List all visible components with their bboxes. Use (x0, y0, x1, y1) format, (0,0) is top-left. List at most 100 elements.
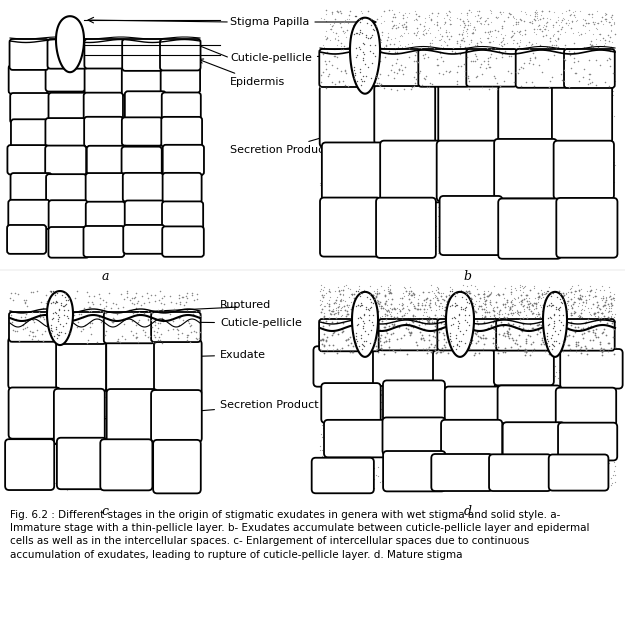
Point (381, 424, 391, 435)
Point (371, 335, 381, 345)
Point (409, 317, 419, 327)
Point (324, 472, 334, 482)
Point (533, 297, 543, 307)
Point (359, 363, 369, 373)
Point (552, 181, 562, 191)
Point (387, 319, 397, 329)
Point (529, 97, 539, 107)
Point (72, 398, 82, 408)
Point (504, 146, 514, 156)
Point (339, 372, 349, 382)
Point (584, 96, 594, 106)
Point (554, 291, 564, 301)
Point (574, 443, 584, 453)
Point (591, 23, 601, 33)
Point (589, 338, 599, 348)
Point (353, 225, 363, 235)
Point (526, 18, 536, 28)
Point (12, 483, 22, 493)
Point (132, 382, 142, 393)
Point (554, 95, 564, 105)
Point (488, 317, 498, 327)
Point (387, 303, 397, 314)
Point (384, 387, 394, 398)
Point (452, 349, 462, 359)
Point (400, 224, 410, 234)
Point (409, 199, 419, 209)
Point (366, 72, 376, 82)
Point (362, 68, 372, 78)
Point (498, 482, 508, 492)
Point (372, 295, 382, 305)
Point (521, 40, 531, 50)
Point (408, 323, 418, 333)
Point (348, 479, 358, 489)
Point (449, 223, 459, 233)
Point (596, 313, 606, 323)
Point (606, 314, 616, 324)
Point (382, 328, 392, 338)
Point (553, 292, 563, 302)
Point (609, 293, 619, 303)
Point (444, 302, 454, 312)
Point (488, 36, 498, 46)
Point (339, 58, 349, 68)
Point (451, 411, 461, 421)
Point (508, 392, 518, 402)
Point (546, 84, 556, 94)
Text: Epidermis: Epidermis (199, 59, 285, 87)
Point (346, 422, 356, 432)
Point (583, 123, 593, 133)
Point (444, 164, 454, 174)
Point (531, 62, 541, 72)
Point (451, 48, 461, 58)
Point (449, 435, 459, 445)
Point (6, 367, 16, 377)
Point (459, 171, 469, 181)
Point (351, 31, 361, 41)
Point (378, 155, 388, 166)
Point (341, 130, 351, 140)
Point (47, 344, 57, 354)
Point (571, 436, 581, 446)
Point (508, 130, 518, 140)
Point (336, 234, 346, 244)
Point (385, 47, 395, 57)
Point (518, 297, 528, 307)
Point (499, 76, 509, 87)
Point (410, 310, 420, 320)
Point (392, 424, 402, 434)
Point (405, 330, 415, 340)
Point (536, 293, 546, 303)
Point (432, 60, 442, 70)
Point (436, 238, 446, 248)
Point (540, 438, 550, 448)
Point (321, 26, 331, 36)
Point (398, 135, 408, 145)
FancyBboxPatch shape (439, 196, 503, 255)
Point (151, 455, 161, 465)
Point (438, 361, 448, 371)
Point (336, 110, 346, 120)
Point (330, 308, 340, 318)
Point (601, 379, 611, 389)
Point (468, 114, 478, 124)
Point (519, 16, 529, 26)
Point (599, 40, 609, 50)
Point (381, 336, 391, 346)
Point (474, 50, 484, 60)
Point (602, 211, 612, 221)
Point (536, 78, 546, 88)
Point (94, 289, 104, 299)
Point (476, 226, 486, 236)
Point (151, 290, 161, 300)
Point (503, 127, 512, 137)
Point (561, 308, 571, 319)
Point (609, 177, 619, 187)
Point (342, 394, 352, 404)
Point (416, 125, 426, 135)
Point (475, 332, 485, 342)
Point (545, 36, 555, 46)
Point (571, 339, 581, 349)
Point (87, 319, 97, 329)
